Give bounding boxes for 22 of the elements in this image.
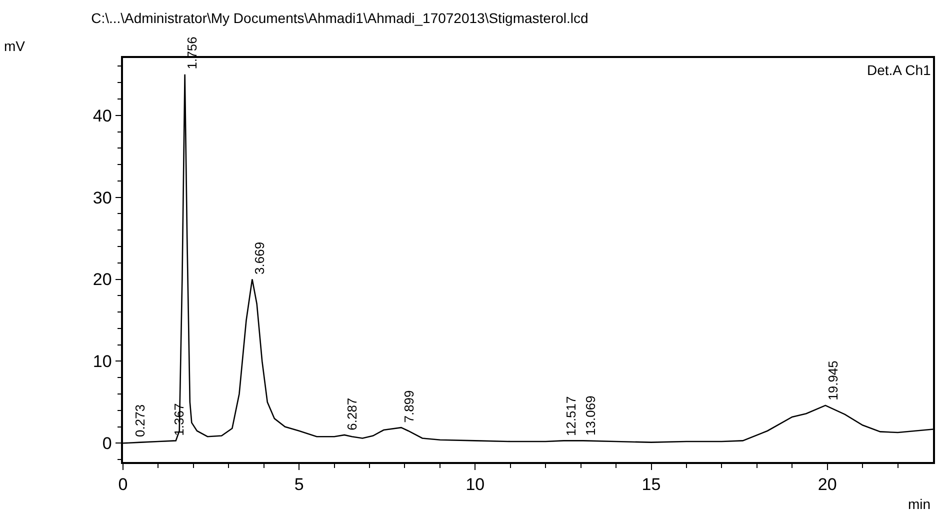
annotation: 0.273 bbox=[132, 404, 148, 437]
annotation: 3.669 bbox=[252, 242, 267, 274]
y-tick-label: 40 bbox=[92, 106, 112, 126]
x-tick-label: 20 bbox=[818, 475, 837, 494]
x-tick-label: 5 bbox=[294, 475, 304, 494]
x-tick-label: 15 bbox=[642, 475, 661, 494]
y-tick-label: 30 bbox=[92, 188, 112, 208]
annotation: Det.A Ch1 bbox=[867, 62, 932, 78]
y-tick-label: 20 bbox=[92, 270, 112, 290]
annotation: 6.287 bbox=[344, 398, 360, 430]
annotation: 7.899 bbox=[402, 390, 417, 423]
annotation: 19.945 bbox=[825, 360, 840, 400]
y-tick-label: 0 bbox=[102, 434, 112, 454]
x-tick-label: 10 bbox=[466, 475, 485, 494]
chart-title: C:\...\Administrator\My Documents\Ahmadi1\Ahmadi_17072013\Stigmasterol.lcd bbox=[91, 10, 588, 26]
x-axis-title: min bbox=[908, 496, 931, 512]
y-axis-title: mV bbox=[4, 38, 26, 54]
x-tick-label: 0 bbox=[118, 475, 128, 494]
annotation: 1.756 bbox=[184, 36, 200, 70]
y-tick-label: 10 bbox=[92, 352, 112, 372]
annotation: 12.517 bbox=[564, 396, 579, 436]
annotation: 13.069 bbox=[583, 396, 598, 436]
